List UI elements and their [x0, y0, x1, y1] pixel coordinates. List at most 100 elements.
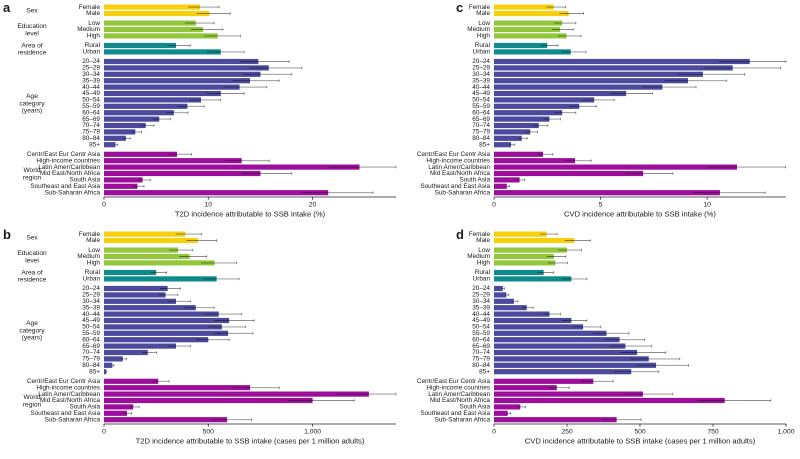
- group-label: Sex: [26, 8, 38, 15]
- bar-b-14: [104, 324, 222, 330]
- bar-a-13: [104, 90, 221, 97]
- bar-b-19: [104, 356, 123, 362]
- row-label: Centr/East Eur Centr Asia: [27, 151, 101, 158]
- bar-a-23: [104, 158, 242, 164]
- bar-b-25: [104, 397, 313, 404]
- bar-c-20: [494, 135, 522, 141]
- row-label: Centr/East Eur Centr Asia: [27, 378, 101, 385]
- panel-letter-d: d: [456, 227, 464, 242]
- row-label: Southeast and East Asia: [420, 410, 490, 417]
- row-label: Latin Amer/Caribbean: [428, 164, 490, 171]
- bar-d-15: [494, 330, 607, 336]
- bar-a-17: [104, 116, 160, 122]
- bar-d-3: [494, 247, 567, 253]
- x-tick-label: 500: [634, 429, 646, 436]
- group-label: region: [23, 401, 42, 408]
- row-label: Female: [469, 231, 491, 238]
- x-tick-label: 10: [703, 202, 711, 209]
- bar-c-15: [494, 103, 580, 109]
- row-label: 85+: [89, 368, 100, 375]
- bar-a-24: [104, 164, 360, 170]
- row-label: Urban: [83, 49, 101, 56]
- row-label: 35–39: [472, 77, 490, 84]
- bar-a-4: [104, 26, 204, 33]
- bar-b-2: [104, 237, 198, 244]
- row-label: Sub-Saharan Africa: [45, 189, 101, 196]
- bar-d-23: [494, 385, 557, 391]
- x-tick-label: 0: [102, 202, 106, 209]
- row-label: 75–79: [472, 129, 490, 136]
- bar-b-7: [104, 276, 217, 282]
- x-tick-label: 10: [205, 202, 213, 209]
- row-label: Centr/East Eur Centr Asia: [417, 378, 491, 385]
- row-label: 70–74: [472, 349, 490, 356]
- row-label: Centr/East Eur Centr Asia: [417, 151, 491, 158]
- row-label: 65–69: [472, 116, 490, 123]
- row-label: 45–49: [472, 90, 490, 97]
- bar-b-22: [104, 378, 159, 384]
- bar-b-12: [104, 311, 219, 317]
- bar-d-13: [494, 317, 572, 324]
- row-label: 30–34: [472, 71, 490, 78]
- row-label: Latin Amer/Caribbean: [428, 391, 490, 398]
- bar-d-5: [494, 260, 556, 266]
- bar-d-17: [494, 343, 626, 349]
- row-label: 80–84: [472, 362, 490, 369]
- bar-c-1: [494, 4, 554, 10]
- row-label: Mid East/North Africa: [40, 397, 100, 404]
- row-label: Male: [476, 10, 490, 17]
- bar-c-9: [494, 65, 733, 71]
- bar-a-20: [104, 135, 126, 141]
- bar-b-6: [104, 269, 157, 276]
- row-label: 30–34: [82, 298, 100, 305]
- row-label: 50–54: [82, 324, 100, 331]
- row-label: 50–54: [472, 97, 490, 104]
- row-label: High-income countries: [36, 157, 100, 164]
- group-label: Age: [26, 93, 38, 100]
- bar-a-6: [104, 42, 176, 49]
- bar-d-1: [494, 231, 547, 237]
- group-label: Education: [17, 250, 47, 257]
- row-label: 25–29: [82, 292, 100, 299]
- row-label: Low: [478, 247, 490, 254]
- bar-a-26: [104, 177, 143, 183]
- row-label: 70–74: [82, 349, 100, 356]
- bar-d-24: [494, 391, 643, 397]
- row-label: Medium: [77, 26, 100, 33]
- bar-c-7: [494, 49, 571, 55]
- bar-c-18: [494, 122, 539, 129]
- row-label: 55–59: [472, 103, 490, 110]
- row-label: 25–29: [82, 65, 100, 72]
- bar-a-1: [104, 4, 200, 10]
- bar-a-18: [104, 122, 146, 129]
- row-label: 40–44: [472, 311, 490, 318]
- group-label: World: [23, 167, 40, 174]
- group-label: Age: [26, 320, 38, 327]
- row-label: Rural: [85, 42, 100, 49]
- bar-d-25: [494, 397, 725, 404]
- bar-d-19: [494, 356, 649, 362]
- x-tick-label: 1,000: [777, 429, 794, 436]
- row-label: 75–79: [472, 356, 490, 363]
- row-label: Female: [79, 4, 101, 11]
- row-label: 65–69: [472, 343, 490, 350]
- bar-d-11: [494, 305, 527, 311]
- bar-a-16: [104, 110, 174, 116]
- row-label: 60–64: [472, 109, 490, 116]
- x-tick-label: 750: [707, 429, 719, 436]
- x-tick-label: 0: [492, 429, 496, 436]
- bar-c-17: [494, 116, 550, 122]
- row-label: Rural: [475, 269, 490, 276]
- panel-letter-c: c: [456, 0, 463, 15]
- group-label: region: [23, 174, 42, 181]
- bar-d-28: [494, 417, 617, 423]
- row-label: Southeast and East Asia: [30, 183, 100, 190]
- row-label: Medium: [467, 253, 490, 260]
- bar-b-26: [104, 404, 134, 410]
- row-label: 60–64: [82, 109, 100, 116]
- row-label: 60–64: [472, 336, 490, 343]
- bar-a-28: [104, 190, 329, 196]
- bar-b-4: [104, 253, 190, 260]
- panel-b: b Female Male Sex Low Medium High Education leve…: [0, 227, 400, 454]
